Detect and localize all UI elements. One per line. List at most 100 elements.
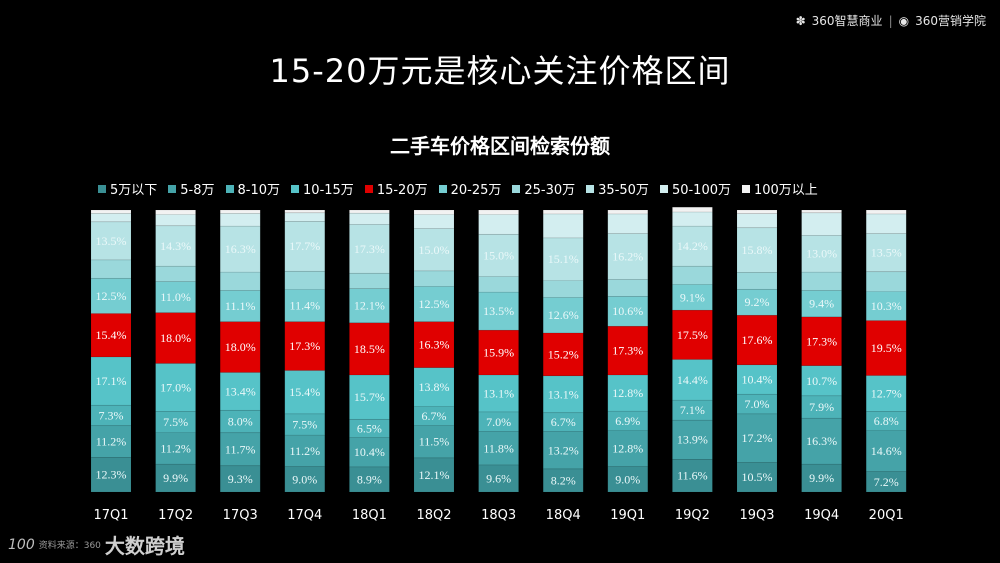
data-label: 9.0% bbox=[615, 472, 640, 486]
data-label: 13.2% bbox=[548, 443, 579, 457]
legend-label: 100万以上 bbox=[753, 183, 818, 198]
legend-item: 35-50万 bbox=[586, 179, 649, 198]
legend-swatch bbox=[168, 184, 177, 193]
bar-segment bbox=[284, 370, 326, 415]
bar-segment bbox=[155, 225, 196, 267]
bar-segment bbox=[90, 425, 132, 458]
data-label: 9.0% bbox=[292, 472, 317, 486]
legend-item: 8-10万 bbox=[225, 179, 280, 198]
data-label: 10.4% bbox=[354, 445, 385, 459]
bar-segment bbox=[284, 212, 326, 222]
data-label: 17.2% bbox=[742, 431, 773, 445]
bar-segment bbox=[349, 322, 390, 376]
bar-segment bbox=[542, 209, 584, 215]
x-tick-label: 18Q1 bbox=[352, 508, 387, 523]
x-tick-label: 18Q2 bbox=[416, 508, 451, 523]
x-tick-label: 17Q4 bbox=[287, 508, 322, 523]
bar-segment bbox=[90, 213, 132, 223]
data-label: 11.2% bbox=[96, 435, 127, 449]
legend-label: 10-15万 bbox=[303, 183, 354, 198]
data-label: 9.2% bbox=[745, 295, 770, 309]
x-tick-label: 19Q4 bbox=[804, 508, 839, 523]
watermark-name: 大数跨境 bbox=[104, 534, 185, 558]
bar-segment bbox=[349, 212, 390, 225]
bar-segment bbox=[284, 220, 326, 272]
bar-segment bbox=[478, 214, 519, 235]
bar-segment bbox=[478, 233, 519, 277]
data-label: 15.1% bbox=[548, 252, 579, 266]
watermark-logo: 100 bbox=[8, 536, 35, 553]
bar-segment bbox=[90, 221, 132, 261]
data-label: 14.3% bbox=[160, 239, 191, 253]
legend-label: 5-8万 bbox=[180, 183, 215, 198]
data-label: 11.6% bbox=[677, 469, 708, 483]
bar-segment bbox=[736, 227, 778, 273]
bar-segment bbox=[607, 466, 649, 493]
bar-segment bbox=[349, 288, 390, 324]
legend-label: 15-20万 bbox=[376, 183, 428, 198]
legend-item: 15-20万 bbox=[364, 179, 428, 198]
data-label: 10.5% bbox=[742, 470, 773, 484]
bar-segment bbox=[672, 284, 713, 311]
x-tick-label: 18Q3 bbox=[481, 508, 516, 523]
data-label: 7.2% bbox=[874, 475, 899, 489]
bar-segment bbox=[90, 277, 132, 314]
data-label: 11.8% bbox=[483, 441, 514, 455]
bar-segment bbox=[801, 271, 842, 291]
bar-segment bbox=[801, 290, 842, 318]
legend-item: 50-100万 bbox=[659, 179, 731, 198]
bar-segment bbox=[672, 211, 713, 227]
brand-divider: | bbox=[888, 13, 893, 28]
bar-segment bbox=[219, 213, 261, 227]
legend-item: 5-8万 bbox=[168, 179, 215, 198]
bar-segment bbox=[542, 431, 584, 470]
data-label: 13.5% bbox=[483, 304, 514, 318]
data-label: 7.5% bbox=[163, 415, 188, 429]
bar-segment bbox=[672, 309, 713, 360]
bar-segment bbox=[865, 271, 907, 292]
data-label: 7.0% bbox=[745, 397, 770, 411]
data-label: 6.9% bbox=[615, 414, 640, 428]
data-label: 15.4% bbox=[96, 328, 127, 342]
data-label: 10.6% bbox=[612, 304, 643, 318]
bar-segment bbox=[801, 316, 842, 366]
bar-segment bbox=[801, 417, 842, 465]
bar-segment bbox=[607, 295, 649, 327]
bar-segment bbox=[219, 209, 261, 214]
bar-segment bbox=[155, 312, 196, 364]
bar-segment bbox=[672, 225, 713, 267]
data-label: 16.3% bbox=[225, 242, 256, 256]
bar-segment bbox=[865, 375, 907, 412]
data-label: 9.9% bbox=[163, 471, 188, 485]
data-label: 7.0% bbox=[486, 415, 511, 429]
data-label: 6.7% bbox=[422, 409, 447, 423]
bar-segment bbox=[413, 214, 455, 229]
bar-segment bbox=[542, 237, 584, 281]
bar-segment bbox=[90, 404, 132, 427]
data-label: 7.3% bbox=[99, 408, 124, 422]
bar-segment bbox=[284, 209, 326, 214]
bar-segment bbox=[865, 233, 907, 273]
data-label: 12.5% bbox=[96, 289, 127, 303]
bar-segment bbox=[90, 209, 132, 214]
data-label: 10.7% bbox=[806, 374, 837, 388]
bar-segment bbox=[349, 437, 390, 468]
data-label: 6.7% bbox=[551, 415, 576, 429]
legend-swatch bbox=[659, 184, 668, 193]
data-label: 11.1% bbox=[225, 299, 256, 313]
data-label: 11.0% bbox=[160, 290, 191, 304]
data-label: 15.0% bbox=[483, 248, 514, 262]
x-tick-label: 17Q2 bbox=[158, 508, 193, 523]
legend-swatch bbox=[586, 184, 595, 193]
bar-segment bbox=[284, 321, 326, 371]
data-label: 12.1% bbox=[419, 468, 450, 482]
legend-swatch bbox=[291, 184, 300, 193]
legend-item: 100万以上 bbox=[741, 179, 818, 198]
bar-segment bbox=[672, 419, 713, 460]
legend-item: 20-25万 bbox=[438, 179, 501, 198]
bar-segment bbox=[349, 374, 390, 420]
data-label: 11.4% bbox=[290, 299, 321, 313]
data-label: 12.5% bbox=[419, 297, 450, 311]
data-label: 10.4% bbox=[742, 372, 773, 386]
bar-segment bbox=[736, 462, 778, 493]
